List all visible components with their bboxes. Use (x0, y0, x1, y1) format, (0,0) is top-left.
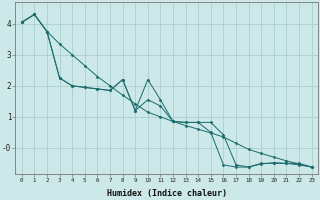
X-axis label: Humidex (Indice chaleur): Humidex (Indice chaleur) (107, 189, 227, 198)
